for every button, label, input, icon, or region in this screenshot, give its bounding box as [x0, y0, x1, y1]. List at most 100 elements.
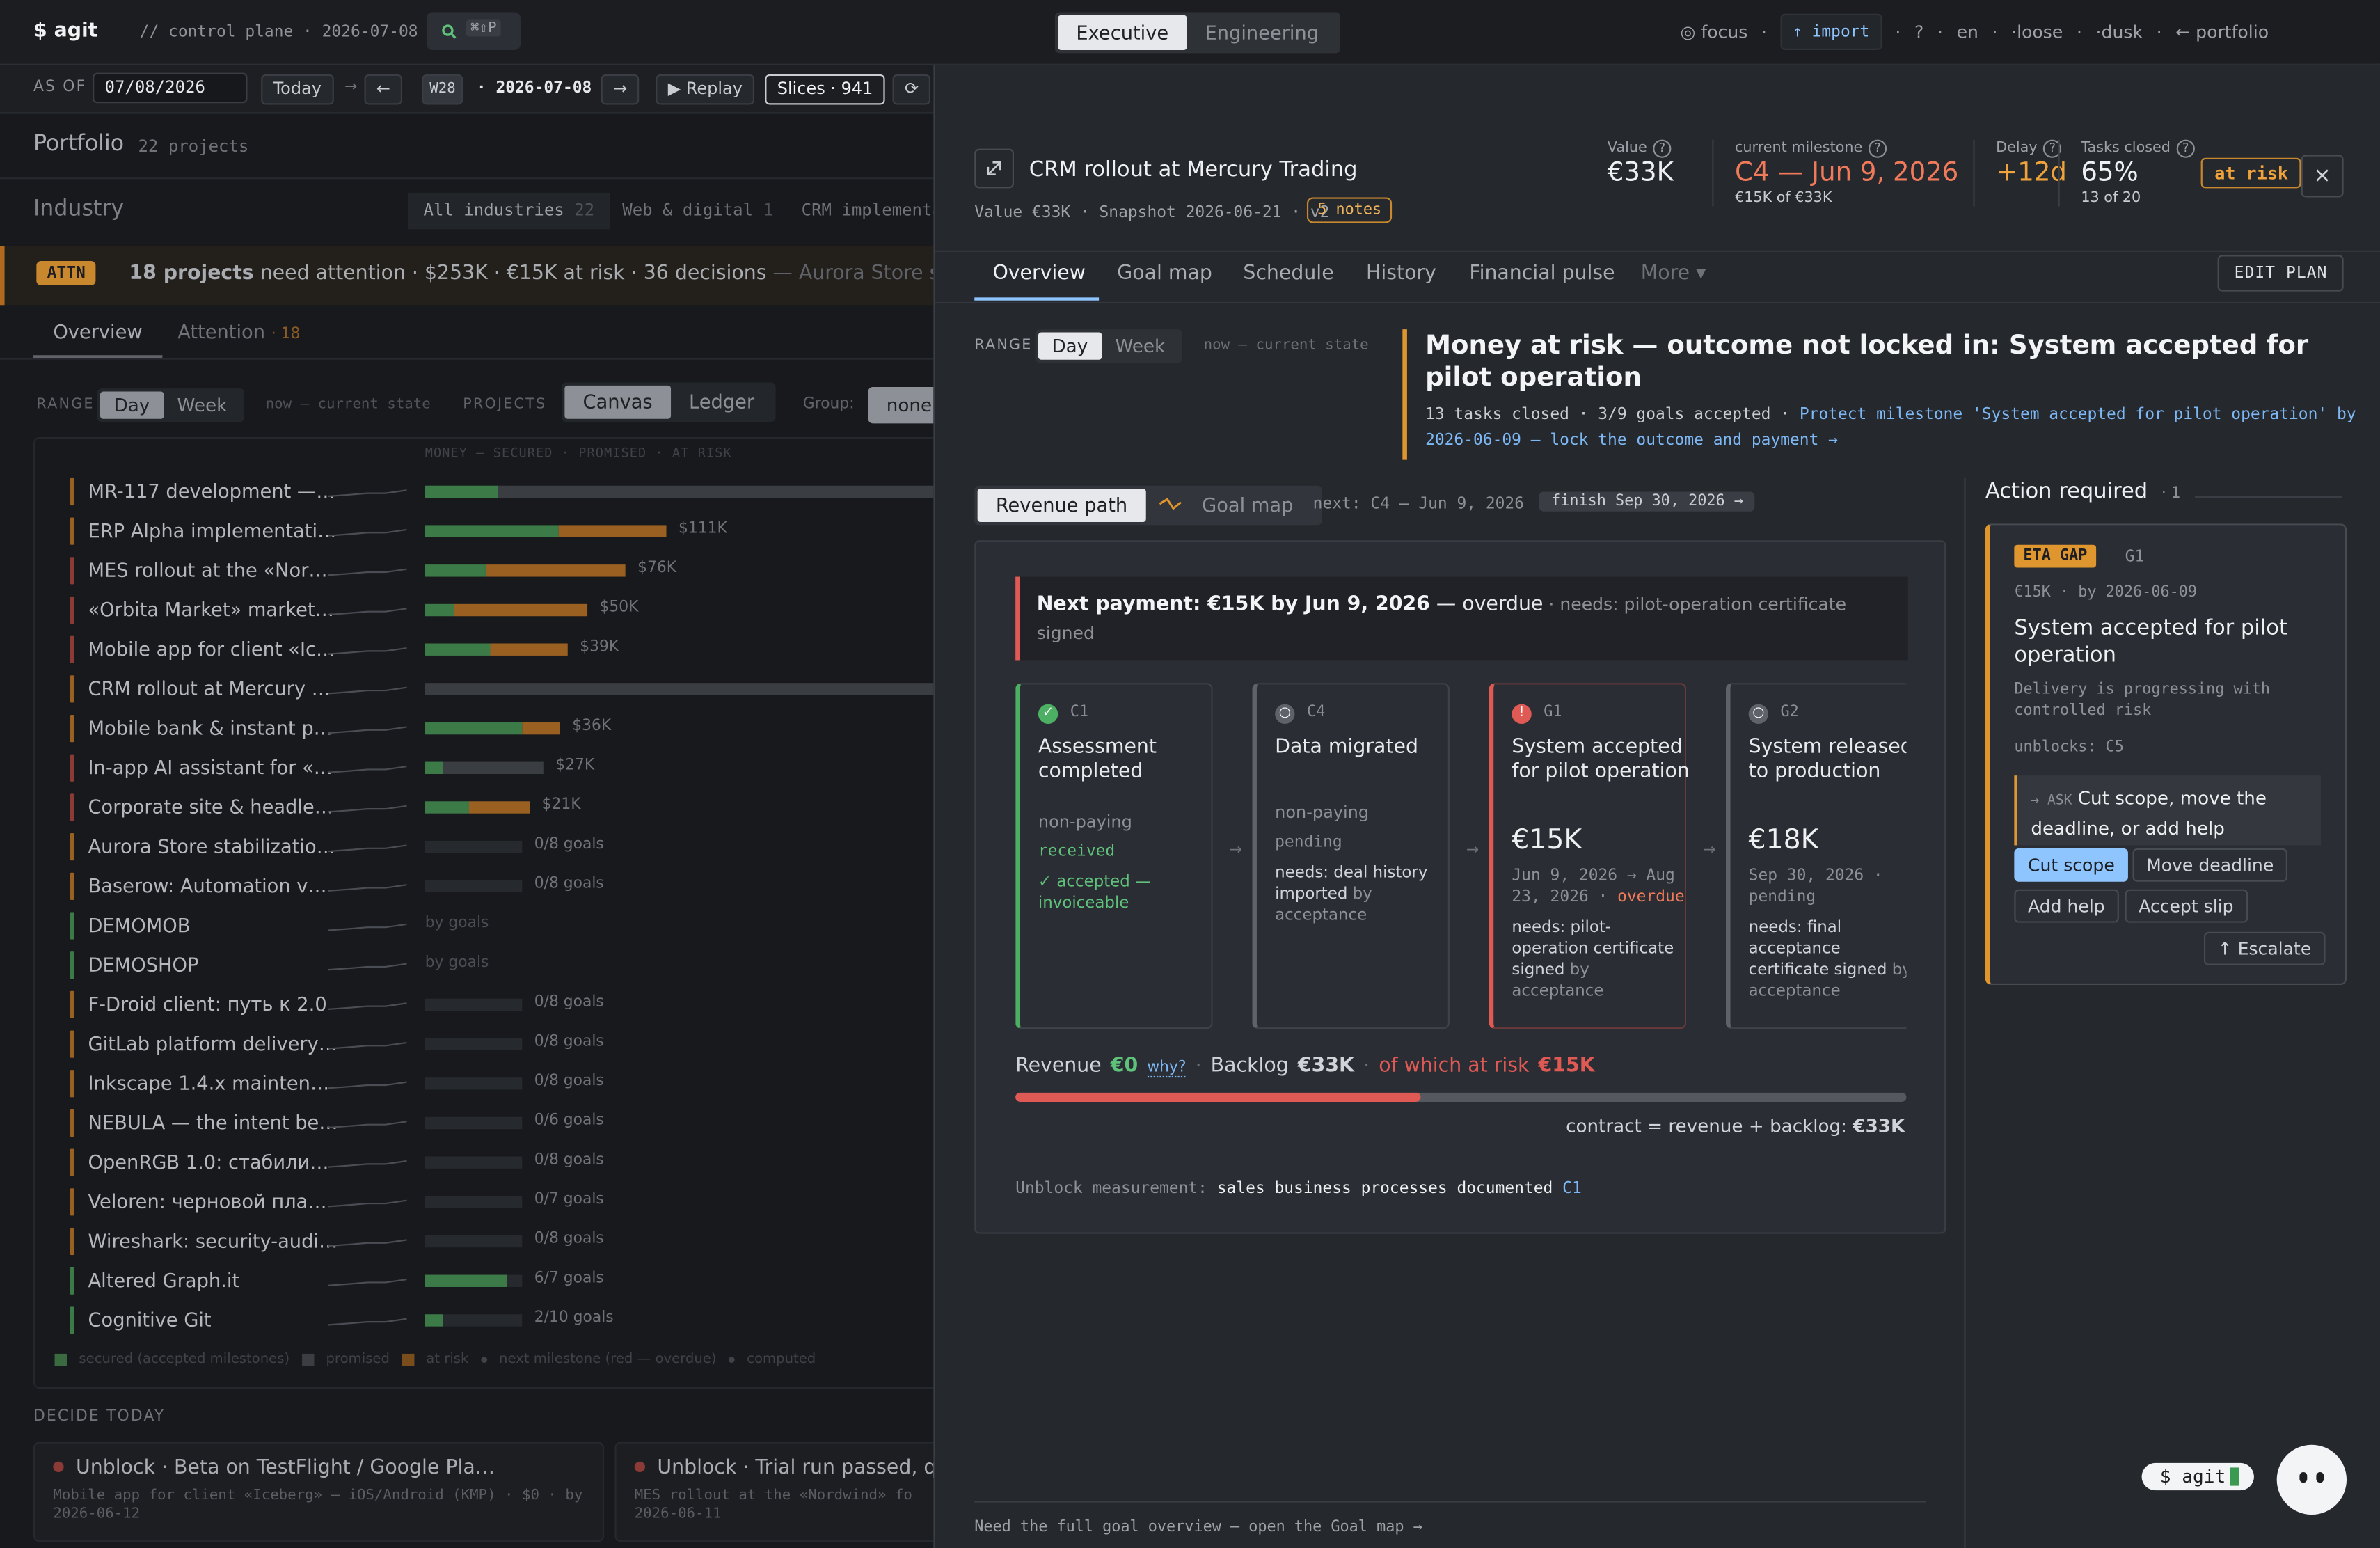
project-value: 0/8 goals [534, 1073, 604, 1090]
alert-link[interactable]: Protect milestone 'System accepted for p… [1425, 405, 2356, 450]
decision-card[interactable]: Unblock · Beta on TestFlight / Google Pl… [33, 1442, 605, 1542]
alert-title: Money at risk — outcome not locked in: S… [1425, 331, 2309, 393]
milestone-card: ✓ C1 Assessment completed non-paying receive… [1015, 683, 1213, 1029]
status-marker [70, 1070, 74, 1098]
project-row[interactable]: «Orbita Market» market… $50K [70, 590, 933, 630]
drawer-tab[interactable]: Financial pulse [1469, 262, 1615, 285]
expand-button[interactable] [974, 148, 1014, 189]
action-button[interactable]: Add help [2014, 889, 2119, 923]
view-option[interactable]: Ledger [688, 390, 755, 413]
range-option[interactable]: Week [1115, 335, 1166, 357]
project-row[interactable]: In-app AI assistant for «… $27K [70, 748, 933, 788]
svg [328, 1081, 407, 1089]
sparkline [328, 521, 407, 546]
milestone-kind: non-paying [1275, 803, 1370, 823]
decision-card[interactable]: Unblock · Trial run passed, qu MES rollo… [614, 1442, 934, 1542]
finish[interactable]: finish Sep 30, 2026 → [1539, 491, 1756, 512]
help[interactable]: ? [2176, 139, 2195, 158]
action-button[interactable]: Accept slip [2125, 889, 2248, 923]
unblock-code[interactable]: C1 [1562, 1179, 1582, 1198]
prev[interactable]: ← [364, 74, 403, 105]
close[interactable]: × [2301, 155, 2344, 198]
view-option[interactable]: Canvas [564, 385, 671, 419]
project-row[interactable]: Cognitive Git 2/10 goals [70, 1301, 933, 1341]
project-row[interactable]: Aurora Store stabilizatio… 0/8 goals [70, 827, 933, 867]
drawer-tab[interactable]: History [1366, 262, 1436, 285]
project-row[interactable]: Wireshark: security-audi… 0/8 goals [70, 1222, 933, 1261]
tab[interactable]: Overview [53, 320, 143, 343]
project-row[interactable]: ERP Alpha implementati… $111K [70, 512, 933, 551]
mode[interactable]: Engineering [1205, 21, 1319, 45]
project-row[interactable]: Inkscape 1.4.x mainten… 0/8 goals [70, 1064, 933, 1103]
path-option[interactable]: Goal map [1145, 489, 1319, 522]
help[interactable]: ? [2043, 139, 2062, 158]
slices[interactable]: Slices · 941 [765, 74, 885, 105]
project-row[interactable]: Baserow: Automation v… 0/8 goals [70, 867, 933, 906]
needs-text: needs: final acceptance certificate sign… [1748, 918, 1887, 979]
path-option[interactable]: Revenue path [977, 489, 1146, 523]
range-option[interactable]: Day [1038, 332, 1102, 360]
status[interactable]: at risk [2200, 157, 2302, 189]
filter[interactable]: CRM implementa [801, 200, 934, 221]
replay[interactable]: ▶ Replay [656, 74, 755, 105]
project-row[interactable]: DEMOMOB by goals [70, 906, 933, 946]
mode[interactable]: Executive [1058, 15, 1187, 50]
project-row[interactable]: MR-117 development —… [70, 472, 934, 512]
unblocks: unblocks: C5 [2014, 739, 2124, 756]
link[interactable]: ? [1914, 21, 1924, 43]
help[interactable]: ? [1869, 139, 1887, 158]
link[interactable]: ◎ focus [1680, 21, 1748, 43]
assistant-button[interactable] [2276, 1444, 2347, 1515]
range-option[interactable]: Day [100, 391, 164, 419]
project-value: 0/8 goals [534, 836, 604, 853]
range-option[interactable]: Week [177, 394, 228, 416]
link[interactable]: ·dusk [2095, 21, 2143, 43]
drawer-tab[interactable]: Goal map [1117, 262, 1212, 285]
help[interactable]: ? [1653, 139, 1672, 158]
project-row[interactable]: Veloren: черновой пла… 0/7 goals [70, 1183, 933, 1222]
project-row[interactable]: Mobile bank & instant p… $36K [70, 709, 933, 748]
project-row[interactable]: Mobile app for client «Ic… $39K [70, 630, 933, 670]
group-select[interactable]: none [868, 386, 934, 424]
milestone-status: pending [1275, 833, 1342, 852]
filter[interactable]: Web & digital 1 [622, 200, 773, 220]
link[interactable]: ·loose [2011, 21, 2063, 43]
drawer-tab[interactable]: Schedule [1243, 262, 1334, 285]
today[interactable]: Today [261, 74, 334, 105]
filter[interactable]: All industries 22 [408, 192, 610, 230]
project-row[interactable]: DEMOSHOP by goals [70, 945, 933, 985]
sparkline [328, 915, 407, 941]
assistant-label[interactable]: $ agit [2141, 1462, 2255, 1491]
project-row[interactable]: F-Droid client: путь к 2.0 0/8 goals [70, 985, 933, 1025]
why[interactable]: why? [1147, 1059, 1187, 1078]
footer-link[interactable]: Need the full goal overview — open the G… [974, 1519, 1422, 1536]
project-row[interactable]: NEBULA — the intent be… 0/6 goals [70, 1103, 933, 1143]
date-input[interactable]: 07/08/2026 [93, 72, 248, 104]
project-row[interactable]: GitLab platform delivery… 0/8 goals [70, 1025, 933, 1064]
project-row[interactable]: Corporate site & headle… $21K [70, 788, 933, 828]
action-button[interactable]: Move deadline [2132, 848, 2287, 882]
import[interactable]: ↑ import [1780, 13, 1882, 50]
tab[interactable]: Attention · 18 [177, 320, 300, 343]
sparkline [328, 1112, 407, 1138]
project-row[interactable]: Altered Graph.it 6/7 goals [70, 1261, 933, 1301]
escalate[interactable]: ↑ Escalate [2203, 931, 2325, 965]
drawer-tab[interactable]: Overview [992, 262, 1086, 285]
link[interactable]: ← portfolio [2175, 21, 2269, 43]
drawer-tab[interactable]: More ▾ [1640, 262, 1706, 285]
refresh[interactable]: ⟳ [892, 74, 931, 105]
search-button[interactable]: ⌘⇧P [426, 12, 521, 50]
link[interactable]: en [1956, 21, 1978, 43]
path [328, 686, 407, 695]
next[interactable]: → [601, 74, 640, 105]
svg [328, 726, 407, 734]
bar-segment [425, 1235, 523, 1248]
project-name: Corporate site & headle… [88, 795, 333, 819]
edit-plan[interactable]: EDIT PLAN [2217, 255, 2345, 292]
action-button[interactable]: Cut scope [2014, 848, 2129, 882]
project-row[interactable]: CRM rollout at Mercury … [70, 670, 934, 709]
project-row[interactable]: MES rollout at the «Nor… $76K [70, 551, 933, 590]
notes[interactable]: 5 notes [1306, 197, 1393, 223]
project-row[interactable]: OpenRGB 1.0: стабили… 0/8 goals [70, 1143, 933, 1183]
milestone-flow: ✓ C1 Assessment completed non-paying receive… [1015, 683, 1907, 1035]
